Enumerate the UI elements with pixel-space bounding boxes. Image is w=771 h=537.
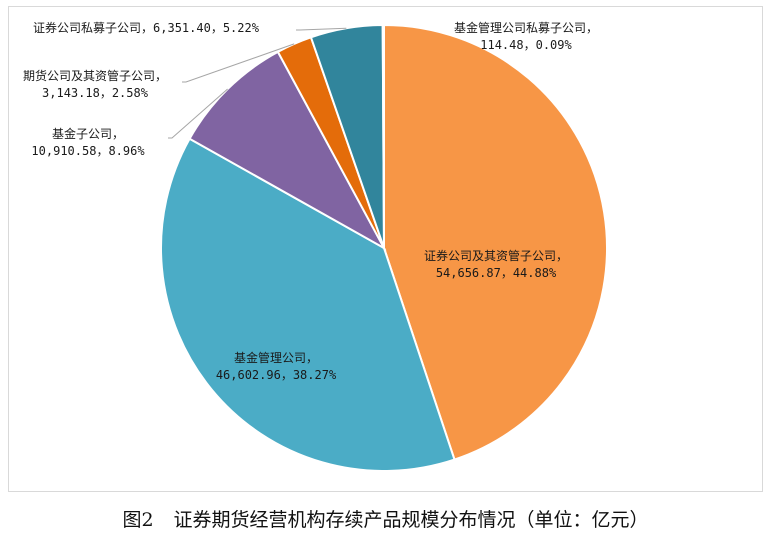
slice-value-label: 46,602.96，38.27% [216, 368, 337, 382]
slice-label: 基金子公司， [52, 126, 124, 141]
pie-slices [160, 23, 608, 472]
leader-line [296, 27, 347, 31]
leader-line [168, 88, 228, 139]
slice-value-label: 3,143.18，2.58% [42, 86, 149, 100]
slice-label: 证券公司私募子公司，6,351.40，5.22% [33, 20, 260, 35]
slice-label: 证券公司及其资管子公司， [424, 248, 568, 263]
slice-label: 基金管理公司， [234, 350, 318, 365]
slice-value-label: 10,910.58，8.96% [31, 144, 145, 158]
figure-number: 图2 [122, 509, 154, 531]
figure-title: 证券期货经营机构存续产品规模分布情况（单位：亿元） [173, 509, 649, 531]
leader-line [182, 43, 295, 83]
figure-caption: 图2 证券期货经营机构存续产品规模分布情况（单位：亿元） [0, 505, 771, 532]
pie-slice [383, 23, 608, 461]
slice-label: 基金管理公司私募子公司， [454, 20, 598, 35]
pie-slice [160, 137, 456, 472]
pie-slice [381, 23, 385, 249]
slice-value-label: 54,656.87，44.88% [436, 266, 557, 280]
slice-value-label: 114.48，0.09% [480, 38, 572, 52]
leader-lines [168, 27, 347, 139]
slice-label: 期货公司及其资管子公司， [23, 68, 167, 83]
data-labels: 证券公司及其资管子公司， 54,656.87，44.88% 基金管理公司， 46,60… [23, 20, 598, 382]
pie-slice [188, 50, 387, 251]
